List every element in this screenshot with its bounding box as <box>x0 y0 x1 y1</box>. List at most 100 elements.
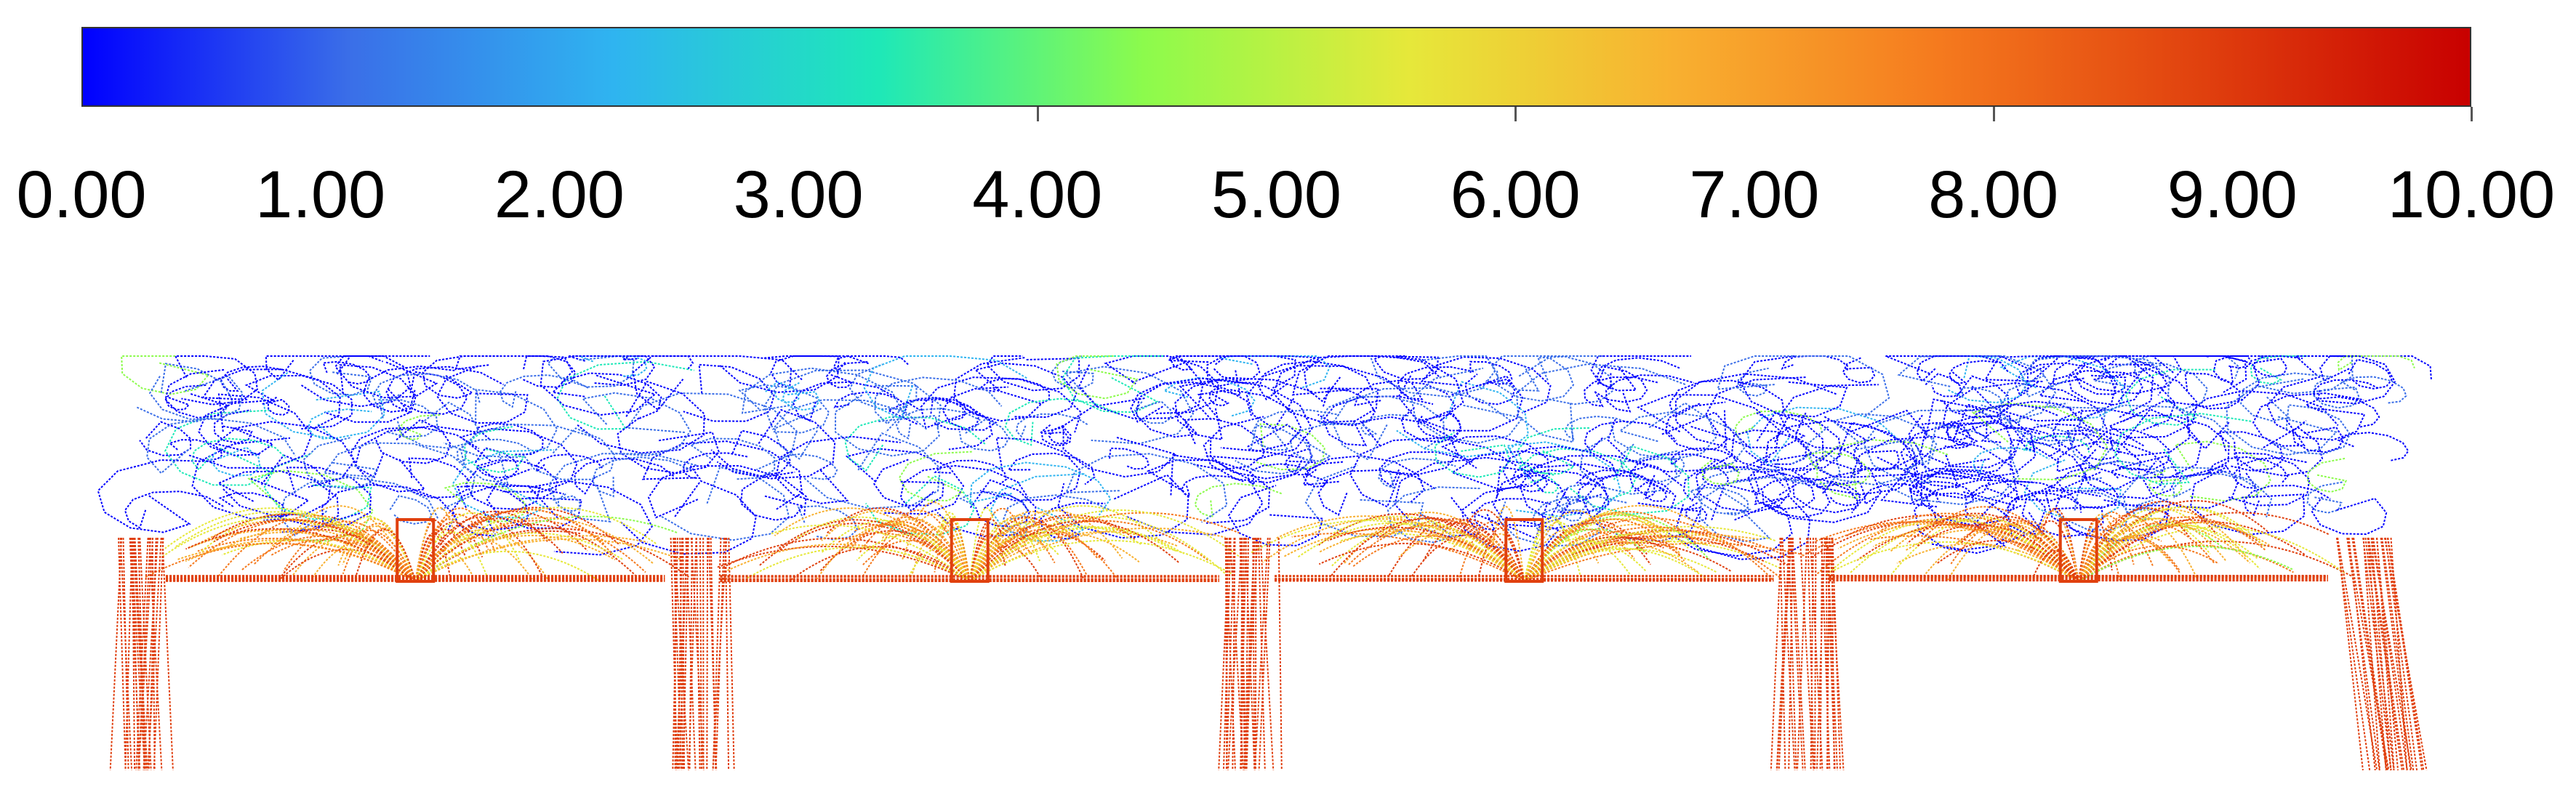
heater-streamline <box>796 516 971 582</box>
column-streamline <box>1810 537 1814 771</box>
streamline <box>942 386 1008 431</box>
streamline <box>1907 414 2021 469</box>
streamline <box>191 437 310 520</box>
column-streamline <box>2367 537 2387 771</box>
streamline <box>2114 413 2252 485</box>
streamline <box>1880 467 2047 544</box>
column-streamline <box>675 537 689 771</box>
heater-streamline <box>968 522 1051 582</box>
colorbar-tick-mark <box>1514 107 1517 121</box>
heater-streamline <box>345 516 417 582</box>
streamline <box>1579 435 1678 495</box>
streamline <box>1174 376 1313 441</box>
heater-streamline <box>2036 509 2079 582</box>
streamline <box>782 382 821 411</box>
colorbar-tick-label: 10.00 <box>2387 158 2556 232</box>
heater-streamline <box>2078 545 2293 582</box>
streamline <box>845 448 965 515</box>
heater-streamline <box>1955 523 2079 582</box>
heater-streamline <box>414 517 654 582</box>
structures <box>396 518 2098 583</box>
streamline <box>1747 455 1882 523</box>
streamline <box>1983 355 2154 419</box>
heater-streamline <box>414 535 616 582</box>
streamline <box>1007 452 1096 485</box>
column-streamline <box>1224 537 1228 771</box>
streamline <box>2234 427 2324 477</box>
heater-streamline <box>1523 511 1698 582</box>
streamline <box>2233 457 2308 489</box>
column-streamline <box>151 537 156 771</box>
streamline <box>2311 496 2388 536</box>
streamline <box>324 364 417 423</box>
heater-streamline <box>969 514 1136 582</box>
heater-streamline <box>414 507 497 582</box>
streamline <box>522 427 616 480</box>
column-streamline <box>118 537 127 771</box>
column-streamline <box>2346 537 2380 771</box>
heater-streamline <box>722 537 971 582</box>
streamline <box>2240 372 2332 422</box>
streamline <box>1921 421 1974 449</box>
streamline <box>374 419 452 464</box>
streamline <box>873 458 944 507</box>
streamline <box>1197 389 1302 452</box>
column-streamline <box>1218 537 1230 771</box>
heater-streamline <box>217 514 417 582</box>
heater-streamline <box>1800 520 2079 582</box>
streamline <box>476 459 558 500</box>
heater-streamline <box>213 519 416 582</box>
streamline <box>460 423 593 485</box>
streamline <box>1576 469 1656 500</box>
streamline <box>1971 355 2118 422</box>
streamline <box>1516 427 1591 475</box>
streamline <box>475 422 544 456</box>
column-streamline <box>137 537 145 771</box>
streamline <box>1815 446 1863 478</box>
streamline <box>1133 400 1172 424</box>
heater-streamline <box>969 525 1141 582</box>
streamline <box>1471 466 1570 528</box>
heater-block <box>950 518 990 583</box>
colorbar-tick-label: 3.00 <box>733 158 864 232</box>
streamline <box>1064 366 1195 445</box>
streamline <box>2306 457 2348 493</box>
column-streamline <box>2364 537 2395 771</box>
heater-streamline <box>856 534 971 582</box>
streamline <box>1670 447 1738 467</box>
heater-streamline <box>2029 520 2079 582</box>
streamline <box>422 355 500 399</box>
colorbar-gradient <box>81 27 2471 107</box>
streamline <box>1183 418 1265 471</box>
heater-block <box>1504 518 1544 583</box>
streamline <box>1247 463 1312 486</box>
colorbar: 0.00 1.00 2.00 3.00 4.00 5.00 6.00 7.00 8.00 9.00… <box>0 0 2576 247</box>
streamline <box>263 452 372 520</box>
heater-streamline <box>968 517 1084 582</box>
heater-streamline <box>199 512 417 582</box>
streamline <box>1169 355 1233 371</box>
column-streamline <box>695 537 701 771</box>
streamline <box>977 377 1051 405</box>
heater-streamline <box>858 516 971 582</box>
streamline <box>2027 432 2141 492</box>
heater-streamline <box>188 529 416 582</box>
streamline <box>2340 376 2407 404</box>
heater-streamline <box>1523 547 1706 582</box>
streamline <box>1109 447 1149 470</box>
column-streamline <box>1229 537 1245 771</box>
streamline <box>539 355 657 416</box>
heater-streamline <box>1491 506 1525 582</box>
streamline <box>372 373 481 408</box>
streamline <box>1284 448 1317 476</box>
streamline <box>334 355 438 399</box>
heater-streamline <box>1523 525 1777 582</box>
streamline <box>1502 445 1618 485</box>
column-streamline <box>1240 537 1245 771</box>
heater-streamline <box>1523 522 1651 582</box>
streamline <box>1754 476 1860 514</box>
column-streamline <box>2336 537 2364 771</box>
streamline <box>261 370 386 440</box>
heater-streamline <box>2078 516 2266 582</box>
streamline <box>1842 356 1876 384</box>
